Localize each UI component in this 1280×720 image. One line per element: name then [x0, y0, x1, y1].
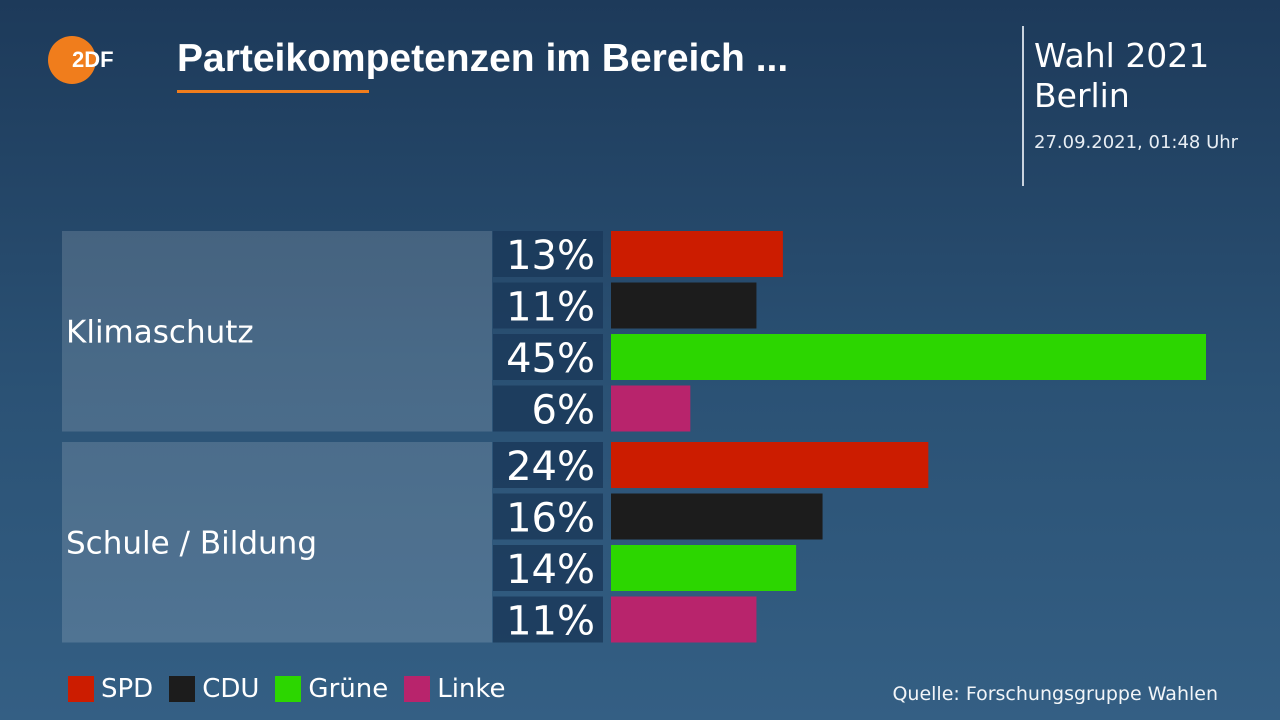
chart-title: Parteikompetenzen im Bereich ...	[177, 37, 789, 80]
value-label-bg-schule-bildung-spd	[493, 442, 603, 488]
bar-schule-bildung-spd	[611, 442, 929, 488]
bar-klimaschutz-spd	[611, 231, 783, 277]
legend-item-linke: Linke	[404, 674, 506, 704]
category-label-schule-bildung: Schule / Bildung	[66, 525, 317, 561]
data-label-klimaschutz-linke: 6%	[532, 388, 595, 434]
data-label-schule-bildung-linke: 11%	[506, 599, 595, 645]
data-label-schule-bildung-gruene: 14%	[506, 547, 595, 593]
data-label-klimaschutz-cdu: 11%	[506, 285, 595, 331]
value-label-bg-klimaschutz-cdu	[493, 282, 603, 329]
value-label-bg-klimaschutz-gruene	[493, 334, 603, 380]
bar-klimaschutz-linke	[611, 385, 691, 432]
election-place: Berlin	[1034, 76, 1130, 115]
category-panel-schule-bildung	[62, 442, 492, 643]
legend-swatch-linke	[404, 676, 431, 702]
header-divider	[1022, 26, 1024, 186]
timestamp: 27.09.2021, 01:48 Uhr	[1034, 132, 1239, 153]
legend-item-gruene: Grüne	[275, 674, 388, 704]
legend-label-cdu: CDU	[202, 674, 260, 704]
data-label-schule-bildung-cdu: 16%	[506, 496, 595, 542]
value-label-bg-schule-bildung-gruene	[493, 545, 603, 591]
source-note: Quelle: Forschungsgruppe Wahlen	[892, 683, 1218, 705]
legend-item-cdu: CDU	[169, 674, 259, 704]
legend-swatch-spd	[68, 676, 94, 702]
legend-label-linke: Linke	[437, 674, 506, 704]
bar-schule-bildung-gruene	[611, 545, 797, 591]
legend-swatch-gruene	[275, 676, 302, 702]
bar-schule-bildung-cdu	[611, 493, 823, 540]
bar-klimaschutz-gruene	[611, 334, 1206, 380]
bar-schule-bildung-linke	[611, 596, 757, 643]
category-panel-klimaschutz	[62, 231, 492, 432]
legend-label-gruene: Grüne	[308, 674, 389, 704]
legend: SPD CDU Grüne Linke	[68, 674, 522, 704]
value-label-bg-schule-bildung-cdu	[493, 493, 603, 540]
bar-klimaschutz-cdu	[611, 282, 757, 329]
value-label-bg-klimaschutz-spd	[493, 231, 603, 277]
title-underline	[177, 90, 369, 93]
data-label-klimaschutz-spd: 13%	[506, 233, 595, 279]
value-label-bg-schule-bildung-linke	[493, 596, 603, 643]
category-label-klimaschutz: Klimaschutz	[66, 314, 254, 350]
data-label-schule-bildung-spd: 24%	[506, 444, 595, 490]
zdf-logo: 2DF	[48, 36, 114, 84]
zdf-logo-text: 2DF	[72, 47, 114, 72]
legend-swatch-cdu	[169, 676, 196, 702]
data-label-klimaschutz-gruene: 45%	[506, 336, 595, 382]
value-label-bg-klimaschutz-linke	[493, 385, 603, 432]
legend-label-spd: SPD	[101, 674, 154, 704]
zdf-logo-circle	[48, 36, 96, 84]
legend-item-spd: SPD	[68, 674, 153, 704]
election-name: Wahl 2021	[1034, 36, 1210, 75]
